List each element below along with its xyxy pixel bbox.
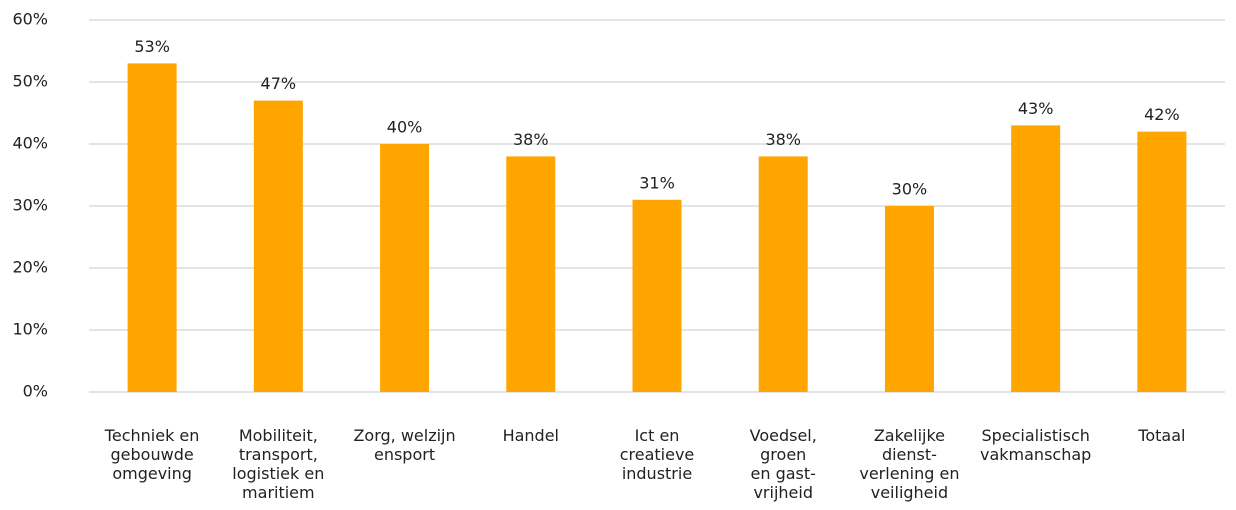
y-tick-label: 10% <box>12 320 48 339</box>
bar <box>1011 125 1061 393</box>
x-tick-label: Voedsel, groen en gast-vrijheid <box>750 426 817 502</box>
y-tick-label: 30% <box>12 196 48 215</box>
data-label: 53% <box>134 37 170 56</box>
x-tick-label: Mobiliteit, transport, logistiek en maritie… <box>232 426 324 502</box>
x-tick-label: Techniek en gebouwde omgeving <box>104 426 200 483</box>
bar <box>884 206 934 392</box>
data-label: 43% <box>1018 99 1054 118</box>
x-tick-label: Zakelijke dienst-verlening en veiligheid <box>859 426 959 502</box>
y-tick-label: 20% <box>12 258 48 277</box>
bar <box>758 156 808 392</box>
data-label: 40% <box>387 118 423 137</box>
y-tick-label: 40% <box>12 134 48 153</box>
data-label: 31% <box>639 173 675 192</box>
x-tick-label: Totaal <box>1137 426 1185 445</box>
bar <box>253 100 303 392</box>
data-label: 30% <box>892 180 928 199</box>
data-label: 42% <box>1144 105 1180 124</box>
bar <box>1137 131 1187 392</box>
y-tick-label: 50% <box>12 72 48 91</box>
x-tick-label: Ict en creatieve industrie <box>620 426 695 483</box>
y-tick-label: 0% <box>23 382 48 401</box>
data-label: 38% <box>513 130 549 149</box>
x-tick-label: Zorg, welzijn ensport <box>353 426 455 464</box>
data-label: 47% <box>261 74 297 93</box>
x-tick-label: Specialistisch vakmanschap <box>980 426 1091 464</box>
bar <box>632 199 682 392</box>
bar <box>506 156 556 392</box>
y-tick-label: 60% <box>12 10 48 29</box>
bar <box>127 63 177 393</box>
data-label: 38% <box>765 130 801 149</box>
bar <box>380 144 430 392</box>
x-tick-label: Handel <box>503 426 559 445</box>
